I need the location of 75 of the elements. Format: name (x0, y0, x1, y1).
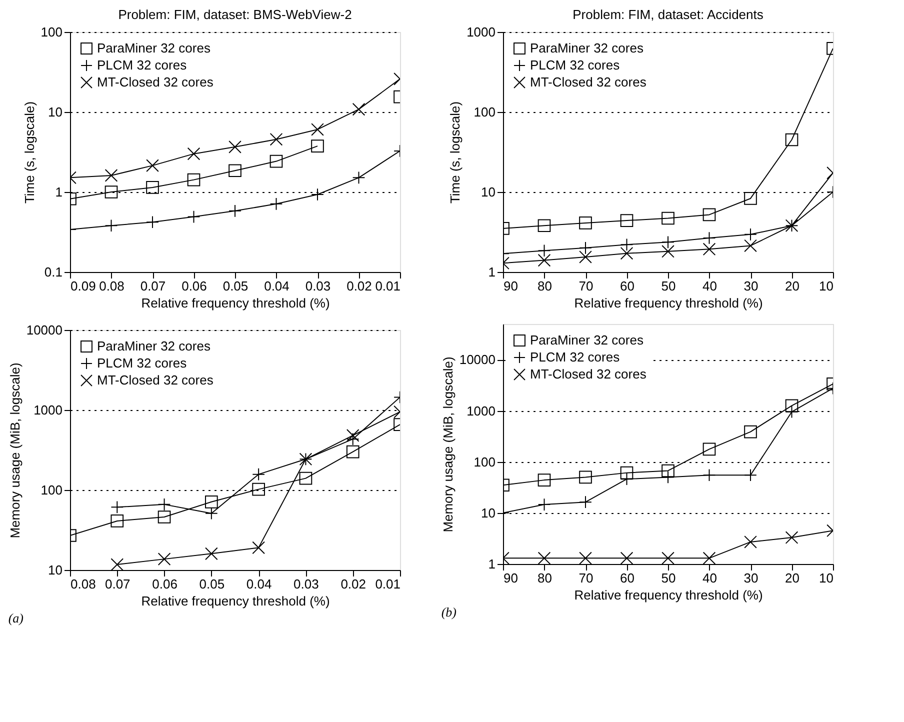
y-axis-title: Time (s, logscale) (22, 101, 37, 204)
x-tick-label: 0.05 (199, 576, 225, 592)
x-tick-label: 20 (785, 570, 800, 586)
y-tick-label: 1 (488, 264, 496, 280)
x-tick-label: 40 (702, 570, 717, 586)
x-tick-label: 0.03 (294, 576, 319, 592)
x-tick-label: 0.01 (375, 576, 400, 592)
y-tick-label: 0.1 (44, 264, 62, 280)
x-tick-label: 0.04 (246, 576, 272, 592)
y-tick-label: 100 (474, 104, 496, 120)
x-tick-label: 90 (504, 278, 518, 294)
x-tick-label: 50 (661, 570, 676, 586)
x-tick-label: 60 (620, 278, 634, 294)
y-tick-label: 100 (40, 482, 62, 498)
x-tick-label: 70 (578, 570, 594, 586)
y-tick-label: 10000 (459, 352, 496, 368)
x-tick-label: 0.03 (305, 278, 331, 294)
x-tick-label: 0.06 (182, 278, 207, 294)
y-tick-label: 10 (481, 505, 496, 520)
legend-label: ParaMiner 32 cores (530, 332, 644, 348)
x-axis-title: Relative frequency threshold (%) (574, 588, 763, 602)
legend-label: PLCM 32 cores (97, 58, 188, 72)
chart-title: Problem: FIM, dataset: Accidents (572, 7, 764, 22)
x-axis-title: Relative frequency threshold (%) (574, 296, 763, 310)
y-tick-label: 100 (40, 24, 62, 40)
legend-label: MT-Closed 32 cores (97, 372, 214, 388)
x-tick-label: 0.08 (70, 576, 96, 592)
x-tick-label: 40 (702, 278, 717, 294)
x-tick-label: 20 (785, 278, 800, 294)
y-axis-title: Memory usage (MiB, logscale) (440, 356, 456, 532)
y-tick-label: 1000 (466, 24, 496, 40)
x-tick-label: 0.04 (264, 278, 290, 294)
x-axis-title: Relative frequency threshold (%) (141, 594, 330, 608)
y-tick-label: 10000 (26, 322, 62, 338)
text: (a) (8, 610, 24, 626)
y-tick-label: 1000 (466, 403, 496, 418)
legend-label: PLCM 32 cores (530, 58, 620, 72)
x-tick-label: 0.05 (222, 278, 248, 294)
y-tick-label: 10 (48, 104, 62, 120)
legend-label: ParaMiner 32 cores (97, 338, 211, 354)
x-tick-label: 0.02 (340, 576, 366, 592)
x-tick-label: 0.07 (104, 576, 130, 592)
legend-label: MT-Closed 32 cores (97, 74, 214, 90)
legend-label: ParaMiner 32 cores (530, 40, 644, 56)
x-tick-label: 0.08 (99, 278, 124, 294)
legend-label: PLCM 32 cores (530, 350, 620, 364)
text: (b) (441, 604, 457, 620)
x-tick-label: 10 (819, 278, 834, 294)
chart-title: Problem: FIM, dataset: BMS-WebView-2 (118, 7, 352, 22)
legend-label: MT-Closed 32 cores (530, 366, 647, 382)
x-tick-label: 0.01 (375, 278, 400, 294)
x-tick-label: 50 (661, 278, 676, 294)
x-tick-label: 0.09 (70, 278, 96, 294)
x-tick-label: 60 (620, 570, 634, 586)
x-tick-label: 0.02 (346, 278, 372, 294)
legend-label: MT-Closed 32 cores (530, 74, 647, 90)
legend-label: PLCM 32 cores (97, 356, 188, 370)
y-tick-label: 1 (488, 556, 496, 572)
x-tick-label: 30 (744, 570, 758, 586)
y-tick-label: 1 (55, 184, 62, 200)
x-tick-label: 80 (538, 278, 552, 294)
y-axis-title: Time (s, logscale) (448, 101, 463, 204)
x-tick-label: 30 (744, 278, 758, 294)
x-axis-title: Relative frequency threshold (%) (141, 296, 330, 310)
x-tick-label: 0.06 (152, 576, 178, 592)
x-tick-label: 0.07 (140, 278, 166, 294)
x-tick-label: 80 (538, 570, 552, 586)
y-tick-label: 10 (481, 184, 496, 200)
x-tick-label: 70 (578, 278, 594, 294)
x-tick-label: 10 (819, 570, 834, 586)
y-tick-label: 100 (474, 454, 496, 470)
legend-label: ParaMiner 32 cores (97, 40, 211, 56)
x-tick-label: 90 (504, 570, 518, 586)
y-axis-title: Memory usage (MiB, logscale) (7, 362, 22, 538)
y-tick-label: 1000 (34, 402, 62, 418)
